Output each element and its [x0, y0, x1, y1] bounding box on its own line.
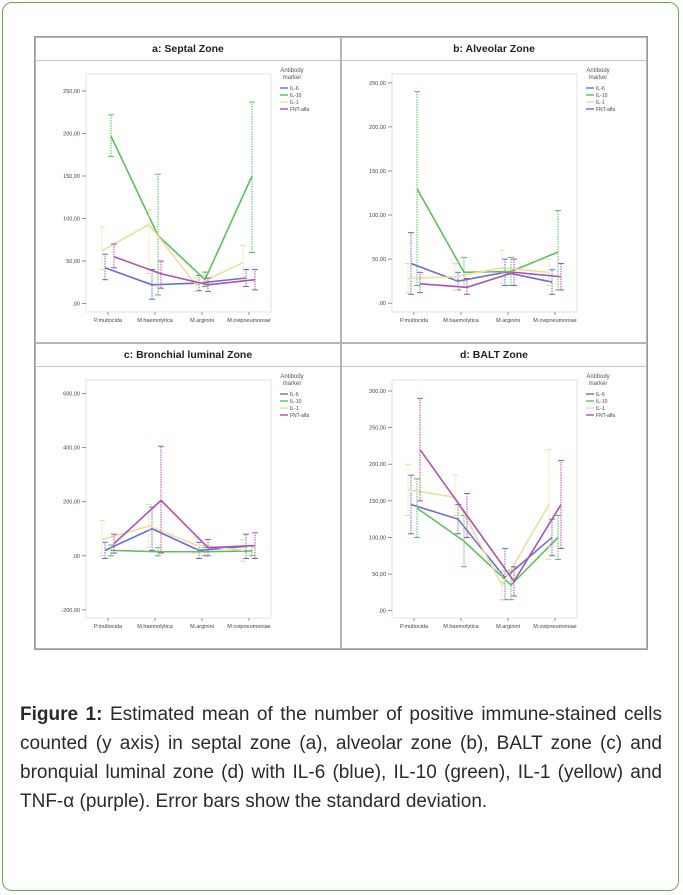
caption-text: Estimated mean of the number of positive…: [20, 704, 662, 812]
series-line-il-1: [407, 489, 550, 587]
plot-frame: [391, 73, 578, 313]
series-line-il-10: [110, 135, 253, 282]
y-tick-label: 600,00: [63, 392, 80, 398]
legend-title: marker: [283, 75, 302, 81]
legend-label: IL-1: [290, 100, 299, 106]
y-tick-label: ,00: [72, 554, 80, 560]
y-tick-label: 250,00: [369, 426, 386, 432]
y-tick-label: 100,00: [63, 217, 80, 223]
y-tick-label: 200,00: [63, 500, 80, 506]
caption-label: Figure 1:: [20, 704, 103, 725]
plot-frame: [85, 379, 272, 619]
y-tick-label: 200,00: [369, 462, 386, 468]
y-tick-label: 150,00: [369, 499, 386, 505]
legend-label: IL-10: [596, 399, 608, 405]
x-tick-label: M.arginini: [496, 318, 520, 324]
legend-label: IL-10: [290, 93, 302, 99]
legend-label: FNT-alfa: [596, 413, 615, 419]
x-tick-label: P.multocida: [400, 318, 429, 324]
legend-label: IL-6: [596, 392, 605, 398]
legend-label: IL-1: [596, 100, 605, 106]
legend-title: Antibody: [280, 68, 303, 74]
series-line-fnt-alfa: [419, 449, 562, 583]
y-tick-label: 250,00: [63, 89, 80, 95]
x-tick-label: M.ovipneumoniae: [227, 624, 270, 630]
x-tick-label: M.haemolytica: [137, 624, 173, 630]
y-tick-label: 300,00: [369, 389, 386, 395]
series-line-il-6: [410, 262, 553, 283]
y-tick-label: 200,00: [369, 125, 386, 131]
chart-plot: -200,00 ,00 200,00 400,00 600,00 P.multocida M…: [61, 374, 309, 630]
legend-title: marker: [589, 381, 608, 387]
legend-title: Antibody: [586, 374, 609, 380]
x-tick-label: M.arginini: [190, 624, 214, 630]
y-tick-label: 50,00: [66, 259, 80, 265]
y-tick-label: 400,00: [63, 446, 80, 452]
legend-title: marker: [283, 381, 302, 387]
y-tick-label: 50,00: [372, 257, 386, 263]
chart-title: d: BALT Zone: [342, 344, 646, 367]
chart-plot: ,00 50,00 100,00 150,00 200,00 250,00 300,00 P.…: [369, 374, 615, 630]
y-tick-label: 100,00: [369, 535, 386, 541]
x-tick-label: M.haemolytica: [443, 624, 479, 630]
x-tick-label: M.arginini: [496, 624, 520, 630]
x-tick-label: M.ovipneumoniae: [227, 318, 270, 324]
y-tick-label: 100,00: [369, 213, 386, 219]
chart-panel-septal: a: Septal Zone ,00 50,00 100,00 150,00 200,0…: [35, 37, 341, 343]
legend-label: IL-6: [290, 392, 299, 398]
legend-title: Antibody: [280, 374, 303, 380]
chart-plot: ,00 50,00 100,00 150,00 200,00 250,00 P.multoc…: [369, 68, 615, 324]
legend-label: IL-1: [290, 406, 299, 412]
legend-title: marker: [589, 75, 608, 81]
chart-panel-balt: d: BALT Zone ,00 50,00 100,00 150,00 200,00 2…: [341, 343, 647, 649]
legend-label: IL-10: [290, 399, 302, 405]
series-line-il-1: [101, 223, 244, 286]
y-tick-label: ,00: [378, 301, 386, 307]
plot-frame: [85, 73, 272, 313]
legend-label: FNT-alfa: [290, 107, 309, 113]
y-tick-label: ,00: [378, 609, 386, 615]
series-line-il-6: [410, 503, 553, 579]
y-tick-label: 50,00: [372, 572, 386, 578]
legend-label: IL-10: [596, 93, 608, 99]
legend-label: FNT-alfa: [596, 107, 615, 113]
legend-title: Antibody: [586, 68, 609, 74]
legend-label: IL-1: [596, 406, 605, 412]
chart-title: b: Alveolar Zone: [342, 38, 646, 61]
series-line-fnt-alfa: [113, 255, 256, 286]
x-tick-label: M.arginini: [190, 318, 214, 324]
x-tick-label: P.multocida: [94, 318, 123, 324]
legend-label: IL-6: [290, 86, 299, 92]
plot-frame: [391, 379, 578, 619]
figure-caption: Figure 1: Estimated mean of the number o…: [20, 700, 662, 816]
chart-plot: ,00 50,00 100,00 150,00 200,00 250,00 P.multoc…: [63, 68, 309, 324]
figure-grid: a: Septal Zone ,00 50,00 100,00 150,00 200,0…: [34, 36, 648, 650]
legend-label: FNT-alfa: [290, 413, 309, 419]
x-tick-label: M.ovipneumoniae: [533, 624, 576, 630]
y-tick-label: 250,00: [369, 81, 386, 87]
x-tick-label: M.ovipneumoniae: [533, 318, 576, 324]
x-tick-label: P.multocida: [94, 624, 123, 630]
series-line-il-1: [407, 267, 550, 280]
series-line-fnt-alfa: [113, 499, 256, 549]
series-line-fnt-alfa: [419, 271, 562, 289]
y-tick-label: 150,00: [63, 174, 80, 180]
chart-title: a: Septal Zone: [36, 38, 340, 61]
series-line-il-10: [416, 188, 559, 274]
chart-title: c: Bronchial luminal Zone: [36, 344, 340, 367]
chart-panel-bronchial: c: Bronchial luminal Zone -200,00 ,00 200,…: [35, 343, 341, 649]
y-tick-label: ,00: [72, 302, 80, 308]
x-tick-label: M.haemolytica: [137, 318, 173, 324]
series-line-il-10: [416, 507, 559, 587]
legend-label: IL-6: [596, 86, 605, 92]
chart-panel-alveolar: b: Alveolar Zone ,00 50,00 100,00 150,00 200…: [341, 37, 647, 343]
series-line-il-10: [110, 549, 253, 553]
y-tick-label: 200,00: [63, 132, 80, 138]
x-tick-label: M.haemolytica: [443, 318, 479, 324]
x-tick-label: P.multocida: [400, 624, 429, 630]
y-tick-label: -200,00: [61, 608, 80, 614]
series-line-il-6: [104, 267, 247, 286]
y-tick-label: 150,00: [369, 169, 386, 175]
